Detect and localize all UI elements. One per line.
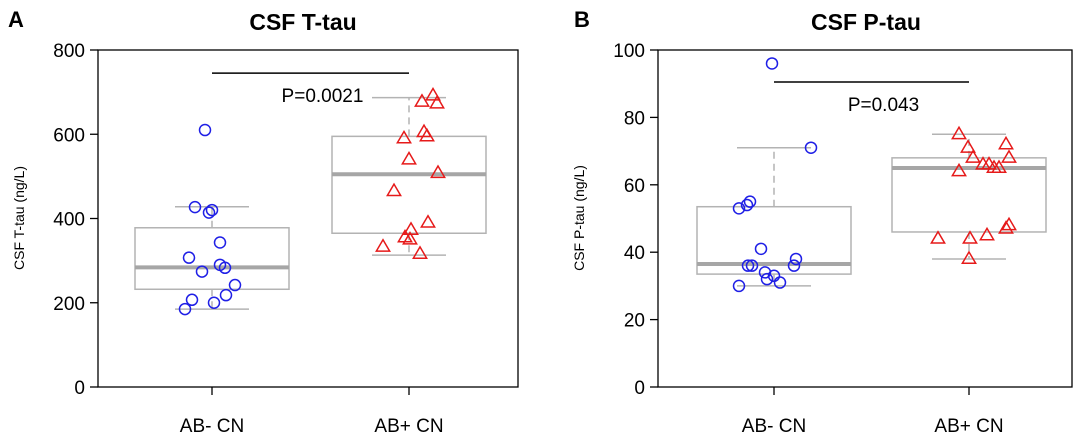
data-point-circle-a bbox=[178, 302, 192, 316]
data-point-triangle-a bbox=[419, 127, 435, 142]
data-point-circle-a bbox=[202, 206, 216, 219]
data-point-circle-b bbox=[743, 195, 757, 208]
box-b bbox=[696, 205, 852, 275]
y-axis-label-b: CSF P-tau (ng/L) bbox=[571, 165, 587, 271]
y-tick-label-b: 60 bbox=[624, 176, 645, 197]
y-tick-label-a: 400 bbox=[53, 210, 85, 231]
data-point-triangle-a bbox=[420, 214, 436, 228]
chart-title-a: CSF T-tau bbox=[249, 9, 356, 35]
box-a bbox=[331, 135, 487, 234]
data-point-triangle-a bbox=[401, 151, 417, 165]
data-point-triangle-b bbox=[991, 159, 1007, 174]
data-point-triangle-b bbox=[998, 220, 1014, 234]
data-point-circle-b bbox=[787, 259, 801, 272]
y-tick-label-b: 20 bbox=[624, 311, 645, 332]
plot-area-b: 0 20 40 60 80 100 AB- CN AB+ CN P=0.043 bbox=[613, 41, 1047, 437]
data-point-circle-b bbox=[804, 141, 818, 154]
y-tick-label-a: 600 bbox=[53, 125, 85, 146]
data-point-triangle-b bbox=[1001, 216, 1017, 231]
data-point-triangle-b bbox=[1001, 149, 1017, 163]
data-point-triangle-b bbox=[961, 250, 977, 265]
y-tick-label-b: 100 bbox=[613, 41, 645, 62]
data-point-circle-a bbox=[218, 261, 232, 275]
data-point-circle-b bbox=[754, 242, 768, 256]
data-point-triangle-b bbox=[975, 156, 991, 170]
y-tick-label-b: 40 bbox=[624, 243, 645, 264]
data-point-triangle-a bbox=[429, 95, 445, 109]
panel-a: A CSF T-tau CSF T-tau (ng/L) 0 200 400 600 8… bbox=[8, 7, 519, 437]
data-point-circle-b bbox=[741, 259, 755, 272]
data-point-circle-a bbox=[205, 203, 219, 217]
category-label-a: AB- CN bbox=[180, 416, 244, 437]
data-point-triangle-b bbox=[965, 149, 981, 163]
category-label-b: AB- CN bbox=[742, 416, 806, 437]
data-point-circle-a bbox=[195, 265, 209, 278]
data-point-circle-b bbox=[732, 202, 746, 215]
data-point-triangle-a bbox=[414, 93, 430, 107]
data-point-circle-a bbox=[198, 123, 212, 137]
data-point-triangle-a bbox=[430, 164, 446, 179]
data-point-circle-a bbox=[182, 251, 196, 264]
panel-letter-b: B bbox=[574, 7, 590, 32]
plot-frame-b bbox=[657, 49, 1073, 388]
panel-b: B CSF P-tau CSF P-tau (ng/L) 0 20 40 60 80 10… bbox=[571, 7, 1073, 437]
data-point-circle-a bbox=[207, 296, 221, 309]
y-axis-label-a: CSF T-tau (ng/L) bbox=[11, 166, 27, 270]
data-point-triangle-b bbox=[951, 125, 967, 140]
data-point-circle-b bbox=[732, 279, 746, 293]
data-point-circle-b bbox=[765, 57, 779, 70]
data-point-circle-b bbox=[773, 276, 787, 289]
y-tick-label-a: 0 bbox=[74, 378, 85, 399]
data-point-circle-a bbox=[188, 200, 202, 214]
y-tick-label-a: 800 bbox=[53, 41, 85, 62]
y-tick-label-a: 200 bbox=[53, 294, 85, 315]
data-point-triangle-a bbox=[412, 245, 428, 259]
data-point-triangle-b bbox=[960, 139, 976, 153]
data-point-triangle-b bbox=[930, 230, 946, 244]
chart-title-b: CSF P-tau bbox=[811, 9, 921, 35]
data-point-circle-b bbox=[760, 272, 774, 286]
data-point-triangle-a bbox=[402, 231, 418, 245]
category-label-a: AB+ CN bbox=[374, 416, 443, 437]
data-point-triangle-a bbox=[375, 238, 391, 252]
data-point-circle-a bbox=[213, 236, 227, 249]
data-point-triangle-b bbox=[951, 162, 967, 177]
plot-area-a: 0 200 400 600 800 AB- CN AB+ CN P=0.0021 bbox=[53, 41, 487, 437]
category-label-b: AB+ CN bbox=[934, 416, 1003, 437]
data-point-triangle-a bbox=[396, 129, 412, 144]
y-tick-label-b: 80 bbox=[624, 108, 645, 129]
data-point-circle-b bbox=[740, 198, 754, 212]
data-point-circle-a bbox=[185, 293, 199, 307]
box-a bbox=[134, 227, 290, 291]
data-point-circle-b bbox=[745, 259, 759, 272]
panel-letter-a: A bbox=[8, 7, 24, 32]
data-point-triangle-b bbox=[962, 230, 978, 244]
p-value-label-b: P=0.043 bbox=[848, 95, 919, 116]
p-value-label-a: P=0.0021 bbox=[282, 86, 364, 107]
data-point-triangle-b bbox=[998, 135, 1014, 150]
data-point-triangle-a bbox=[425, 87, 441, 101]
data-point-circle-b bbox=[789, 252, 803, 266]
y-tick-label-b: 0 bbox=[634, 378, 645, 399]
data-point-triangle-b bbox=[979, 226, 995, 241]
data-point-circle-a bbox=[228, 278, 242, 292]
data-point-triangle-a bbox=[386, 182, 402, 197]
data-point-circle-a bbox=[219, 288, 233, 302]
